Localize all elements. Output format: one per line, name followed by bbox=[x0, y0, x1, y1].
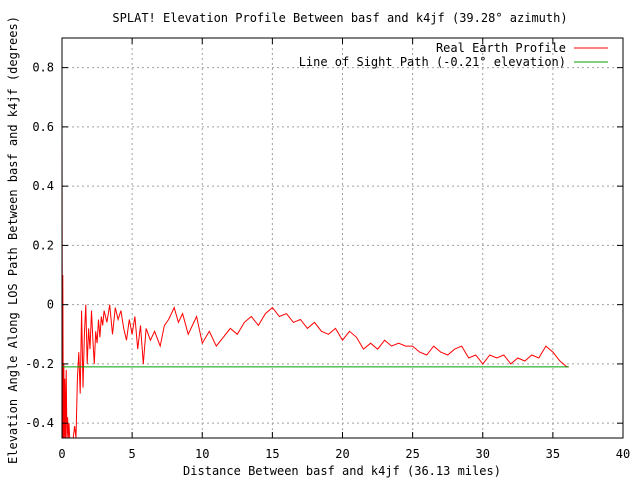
y-axis-label: Elevation Angle Along LOS Path Between b… bbox=[6, 16, 20, 464]
x-tick-label: 10 bbox=[195, 447, 209, 461]
chart-title: SPLAT! Elevation Profile Between basf an… bbox=[112, 11, 567, 25]
grid-lines bbox=[62, 38, 623, 438]
axis-ticks: 0 5 10 15 20 25 30 35 40 -0.4 -0.2 0 0.2 0.4 0.6 0.8 bbox=[25, 38, 630, 461]
x-tick-label: 35 bbox=[546, 447, 560, 461]
x-tick-label: 20 bbox=[335, 447, 349, 461]
y-tick-label: -0.4 bbox=[25, 416, 54, 430]
legend: Real Earth Profile Line of Sight Path (-… bbox=[299, 41, 608, 69]
x-tick-label: 15 bbox=[265, 447, 279, 461]
y-tick-label: 0.2 bbox=[32, 238, 54, 252]
x-axis-label: Distance Between basf and k4jf (36.13 mi… bbox=[183, 464, 501, 478]
legend-label-real-earth: Real Earth Profile bbox=[436, 41, 566, 55]
legend-label-line-of-sight: Line of Sight Path (-0.21° elevation) bbox=[299, 55, 566, 69]
x-tick-label: 30 bbox=[476, 447, 490, 461]
y-tick-label: 0.6 bbox=[32, 120, 54, 134]
y-tick-label: 0.8 bbox=[32, 61, 54, 75]
y-tick-label: 0.4 bbox=[32, 179, 54, 193]
x-tick-label: 25 bbox=[405, 447, 419, 461]
series-lines bbox=[61, 114, 569, 439]
x-tick-label: 40 bbox=[616, 447, 630, 461]
x-tick-label: 5 bbox=[129, 447, 136, 461]
y-tick-label: 0 bbox=[47, 298, 54, 312]
series-real-earth-profile bbox=[61, 114, 569, 439]
y-tick-label: -0.2 bbox=[25, 357, 54, 371]
x-tick-label: 0 bbox=[58, 447, 65, 461]
